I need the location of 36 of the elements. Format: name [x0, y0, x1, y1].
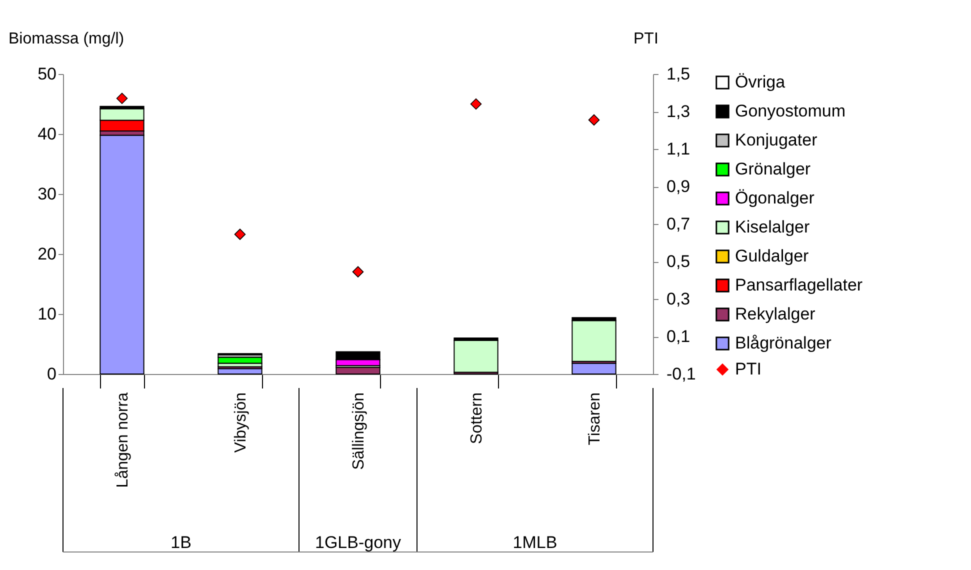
legend-label: Pansarflagellater — [735, 276, 863, 294]
y-axis-title: Biomassa (mg/l) — [8, 30, 124, 48]
legend-label: Blågrönalger — [735, 334, 832, 352]
x-tick-label: Tisaren — [586, 392, 604, 446]
y2-tick-label: 1,3 — [666, 102, 690, 121]
y-tick-label: 10 — [38, 304, 56, 324]
y2-tick-label: 1,5 — [666, 64, 690, 84]
legend-label: Ögonalger — [735, 188, 815, 208]
y2-tick-label: 0,9 — [666, 177, 690, 196]
x-tick-label: Vibysjön — [232, 392, 250, 453]
y2-tick-label: 0,1 — [666, 327, 690, 346]
y2-tick-label: 1,1 — [666, 140, 690, 158]
y2-tick-label: 0,5 — [666, 252, 690, 271]
legend-label: PTI — [735, 360, 762, 378]
y-tick-label: 20 — [38, 244, 56, 264]
y-tick-label: 40 — [38, 124, 56, 144]
legend-label: Övriga — [735, 72, 786, 92]
y-tick-label: 30 — [38, 184, 56, 204]
legend-label: Konjugater — [735, 130, 818, 150]
x-tick-label: Sällingsjön — [350, 392, 368, 470]
legend-label: Kiselalger — [735, 218, 810, 236]
legend-label: Guldalger — [735, 246, 810, 266]
text: 1GLB-gony — [315, 533, 402, 552]
y-tick-label: 50 — [38, 64, 56, 84]
y2-axis-title: PTI — [634, 30, 658, 48]
y2-tick-label: 0,7 — [666, 214, 690, 234]
legend-label: Grönalger — [735, 160, 811, 178]
text: 1B — [170, 533, 192, 552]
y-tick-label: 0 — [47, 364, 56, 384]
x-tick-label: Sottern — [468, 392, 486, 444]
legend-label: Rekylalger — [735, 304, 816, 324]
text: 1MLB — [512, 533, 558, 552]
legend-label: Gonyostomum — [735, 102, 846, 120]
y2-tick-label: 0,3 — [666, 290, 690, 308]
x-tick-label: Lången norra — [114, 392, 132, 488]
y2-tick-label: -0,1 — [666, 364, 696, 384]
